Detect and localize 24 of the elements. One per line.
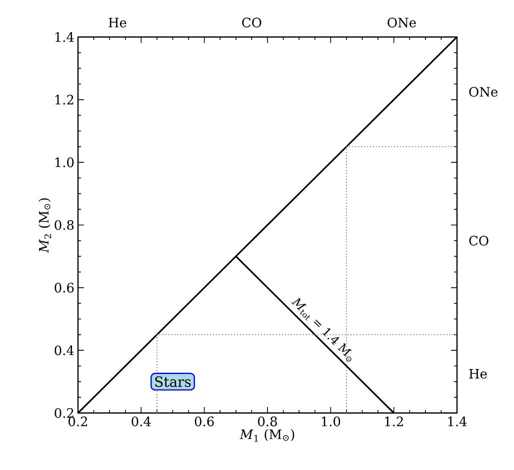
text: CO (469, 236, 488, 246)
annotation: M$_{tot}$ = 1.4 M$_{⊙}$ (291, 298, 352, 362)
x-tick-label: 0.6 (194, 416, 214, 426)
text: ONe (388, 18, 416, 28)
y-axis-title: M$_{2}$ (M$_{⊙}$) (38, 198, 52, 253)
x-tick-label: 1.0 (322, 416, 340, 426)
y-tick-label: 0.8 (54, 220, 74, 230)
x-tick-label: 0.4 (132, 416, 151, 426)
y-tick-label: 1.4 (55, 32, 74, 42)
y-tick-label: 0.6 (54, 282, 74, 293)
y-tick-label: 1.0 (55, 157, 74, 168)
text: ONe (469, 86, 498, 97)
text: He (469, 369, 487, 379)
y-tick-label: 1.2 (55, 94, 74, 105)
x-tick-label: 1.2 (385, 416, 403, 426)
x-tick-label: 0.8 (258, 416, 277, 426)
text: CO (242, 18, 262, 28)
y-tick-label: 0.2 (54, 408, 74, 418)
text: He (108, 18, 126, 28)
x-axis-title: M$_{1}$ (M$_{⊙}$) (240, 429, 294, 442)
annotation: Stars (155, 376, 191, 387)
x-tick-label: 1.4 (448, 416, 467, 426)
x-tick-label: 0.2 (68, 416, 88, 426)
y-tick-label: 0.4 (54, 345, 74, 356)
